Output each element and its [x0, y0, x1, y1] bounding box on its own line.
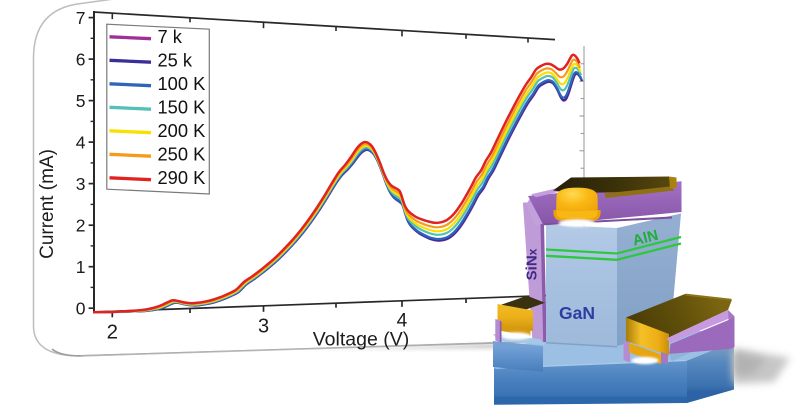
svg-text:4: 4 [76, 132, 86, 152]
svg-text:Voltage (V): Voltage (V) [313, 329, 409, 351]
svg-text:2: 2 [76, 215, 86, 235]
svg-text:25 k: 25 k [158, 50, 193, 71]
svg-text:100 K: 100 K [158, 73, 206, 94]
svg-text:290 K: 290 K [158, 167, 206, 188]
svg-text:200 K: 200 K [158, 120, 206, 141]
svg-text:7: 7 [76, 8, 86, 28]
svg-text:150 K: 150 K [158, 97, 206, 118]
svg-text:1: 1 [76, 257, 86, 277]
svg-text:0: 0 [76, 298, 86, 318]
svg-text:7 k: 7 k [158, 26, 183, 47]
svg-text:6: 6 [76, 49, 86, 69]
svg-text:3: 3 [258, 316, 269, 338]
svg-text:250 K: 250 K [158, 144, 206, 165]
svg-text:5: 5 [76, 91, 86, 111]
svg-text:2: 2 [107, 321, 118, 344]
svg-text:SiNx: SiNx [524, 248, 541, 280]
svg-text:Current (mA): Current (mA) [37, 149, 58, 259]
svg-text:3: 3 [76, 174, 86, 194]
svg-text:AlN: AlN [631, 227, 660, 250]
svg-text:GaN: GaN [559, 303, 595, 323]
svg-text:4: 4 [397, 311, 408, 332]
